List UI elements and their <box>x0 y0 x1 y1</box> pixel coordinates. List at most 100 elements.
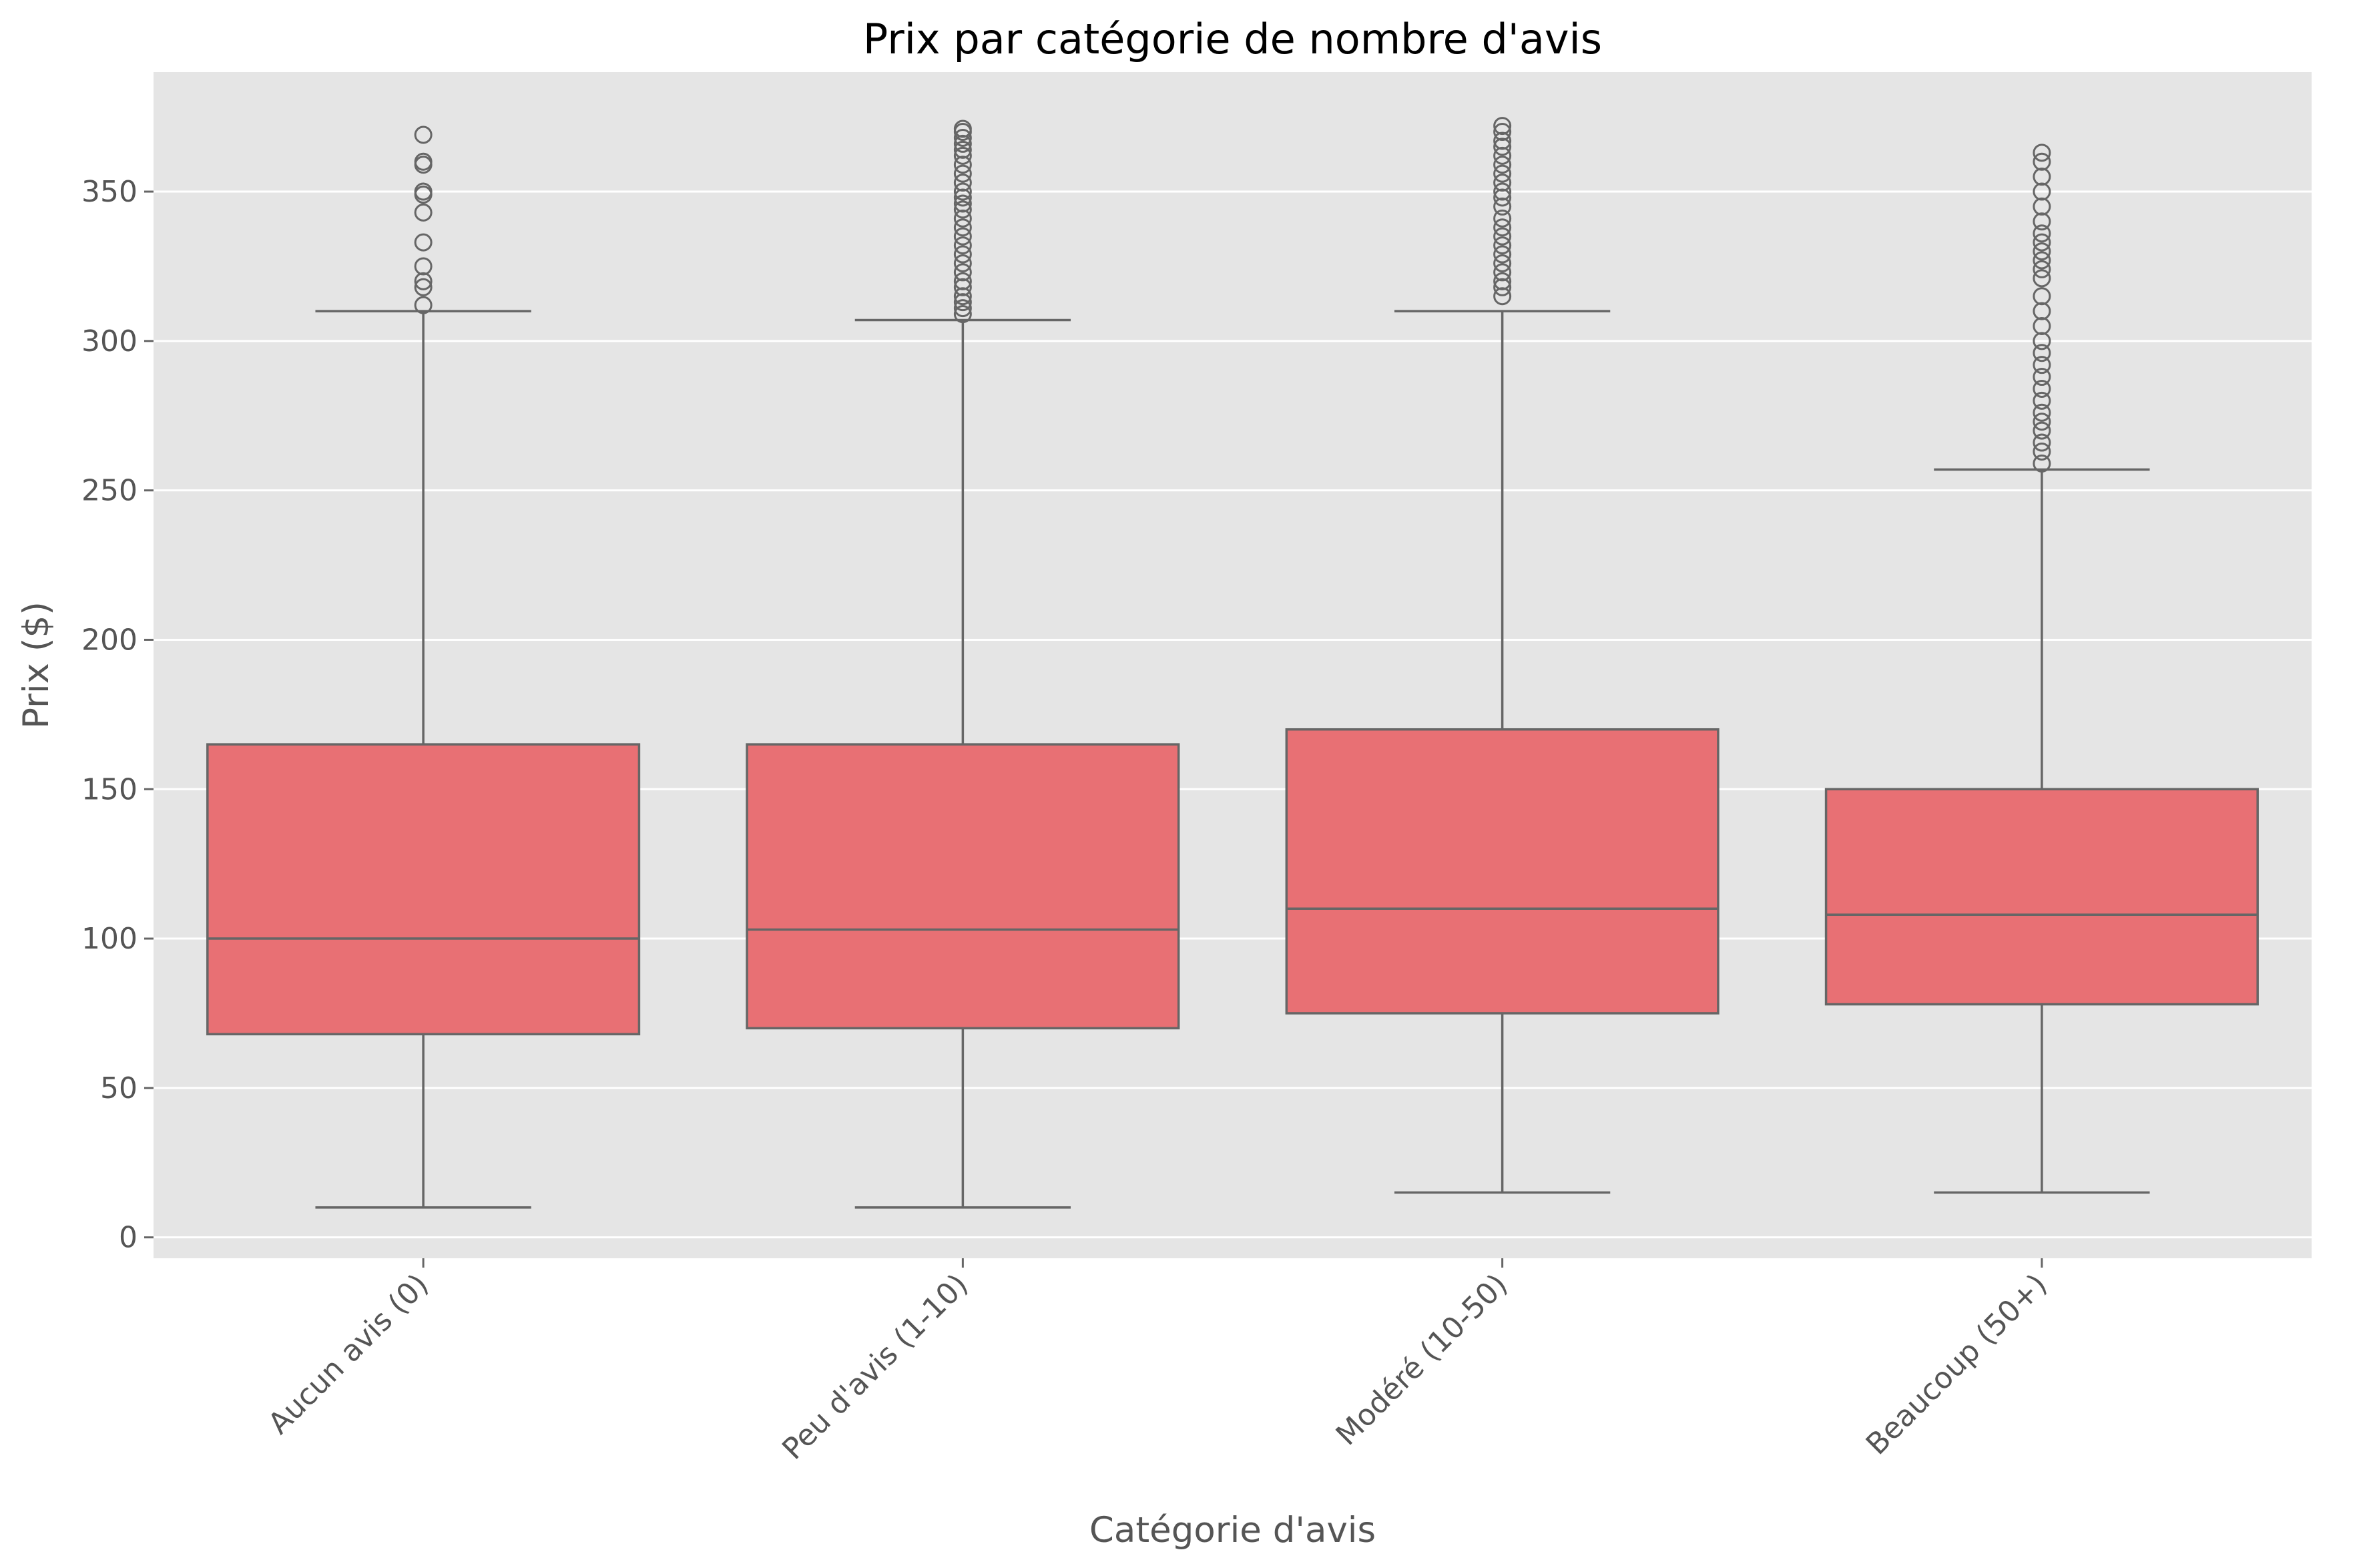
outlier-point <box>414 257 433 276</box>
outlier-point <box>2033 302 2051 320</box>
outlier-point <box>414 296 433 314</box>
outlier-point <box>2033 356 2051 374</box>
outlier-point <box>2033 224 2051 243</box>
outlier-point <box>414 203 433 222</box>
outlier-point <box>414 233 433 252</box>
outlier-point <box>2033 316 2051 335</box>
y-axis-ticks: 0 50 100 150 200 250 300 350 <box>81 175 154 1255</box>
outlier-point <box>1493 245 1512 264</box>
outlier-point <box>953 263 972 282</box>
outlier-point <box>1493 132 1512 150</box>
outlier-point <box>1493 227 1512 246</box>
box-group <box>1285 117 1720 1194</box>
outlier-point <box>2033 168 2051 186</box>
outlier-point <box>953 218 972 237</box>
outlier-point <box>953 209 972 228</box>
x-tick-label: Beaucoup (50+) <box>1860 1268 2054 1462</box>
outlier-point <box>1493 272 1512 290</box>
outlier-point <box>2033 269 2051 288</box>
outlier-point <box>953 128 972 147</box>
box-layer <box>206 117 2259 1209</box>
outlier-point <box>953 164 972 183</box>
iqr-box <box>1285 728 1720 1015</box>
y-tick-label: 0 <box>119 1221 138 1255</box>
outlier-point <box>1493 138 1512 156</box>
outlier-point <box>1493 287 1512 306</box>
outlier-point <box>1493 254 1512 272</box>
outlier-point <box>953 287 972 306</box>
outlier-point <box>1493 123 1512 142</box>
box-group <box>1824 144 2259 1194</box>
outlier-point <box>1493 156 1512 174</box>
outlier-point <box>2033 442 2051 461</box>
outlier-point <box>2033 233 2051 252</box>
outlier-point <box>2033 152 2051 171</box>
outlier-point <box>953 119 972 138</box>
y-tick-label: 50 <box>100 1071 138 1105</box>
outlier-point <box>1493 164 1512 183</box>
outlier-point <box>2033 182 2051 201</box>
outlier-point <box>414 278 433 296</box>
y-tick-label: 350 <box>81 175 138 209</box>
outlier-point <box>2033 413 2051 431</box>
outlier-point <box>1493 236 1512 255</box>
chart-title: Prix par catégorie de nombre d'avis <box>863 15 1602 63</box>
outlier-point <box>953 236 972 255</box>
outlier-point <box>953 299 972 318</box>
outlier-point <box>953 140 972 159</box>
outlier-point <box>2033 454 2051 473</box>
outlier-point <box>2033 379 2051 398</box>
outlier-point <box>2033 144 2051 162</box>
outlier-point <box>1493 146 1512 165</box>
y-tick-label: 150 <box>81 772 138 806</box>
outlier-point <box>953 156 972 174</box>
y-tick-label: 200 <box>81 623 138 657</box>
x-axis-label: Catégorie d'avis <box>1089 1510 1376 1551</box>
iqr-box <box>746 743 1180 1030</box>
outlier-point <box>953 188 972 207</box>
outlier-point <box>953 254 972 272</box>
outlier-point <box>1493 174 1512 192</box>
outlier-point <box>953 278 972 296</box>
plot-area <box>154 72 2312 1258</box>
outlier-point <box>2033 433 2051 452</box>
y-axis-label: Prix ($) <box>16 601 57 729</box>
outlier-point <box>2033 242 2051 261</box>
y-tick-label: 250 <box>81 474 138 508</box>
outlier-point <box>414 272 433 290</box>
outlier-point <box>1493 117 1512 136</box>
outlier-point <box>953 272 972 290</box>
outlier-point <box>1493 278 1512 296</box>
iqr-box <box>1824 788 2259 1006</box>
x-tick-label: Aucun avis (0) <box>262 1268 435 1441</box>
outlier-point <box>2033 421 2051 440</box>
outlier-point <box>2033 212 2051 231</box>
outlier-point <box>1493 188 1512 207</box>
box-group <box>746 119 1180 1209</box>
outlier-point <box>1493 197 1512 216</box>
outlier-point <box>953 245 972 264</box>
outlier-point <box>2033 332 2051 350</box>
y-tick-label: 300 <box>81 324 138 358</box>
outlier-point <box>2033 251 2051 270</box>
outlier-point <box>953 293 972 312</box>
outlier-point <box>2033 403 2051 422</box>
outlier-point <box>2033 391 2051 410</box>
outlier-point <box>953 174 972 192</box>
outlier-point <box>2033 287 2051 306</box>
outlier-point <box>2033 197 2051 216</box>
outlier-point <box>953 146 972 165</box>
outlier-point <box>414 182 433 201</box>
outlier-point <box>1493 182 1512 201</box>
box-group <box>206 125 641 1209</box>
outlier-point <box>1493 209 1512 228</box>
outlier-point <box>2033 368 2051 386</box>
outlier-point <box>953 200 972 219</box>
outlier-point <box>2033 260 2051 278</box>
x-tick-label: Peu d'avis (1-10) <box>776 1268 975 1467</box>
outlier-point <box>953 182 972 201</box>
outlier-point <box>2033 344 2051 362</box>
x-axis-ticks: Aucun avis (0) Peu d'avis (1-10) Modéré (1… <box>262 1258 2054 1467</box>
iqr-box <box>206 743 641 1036</box>
